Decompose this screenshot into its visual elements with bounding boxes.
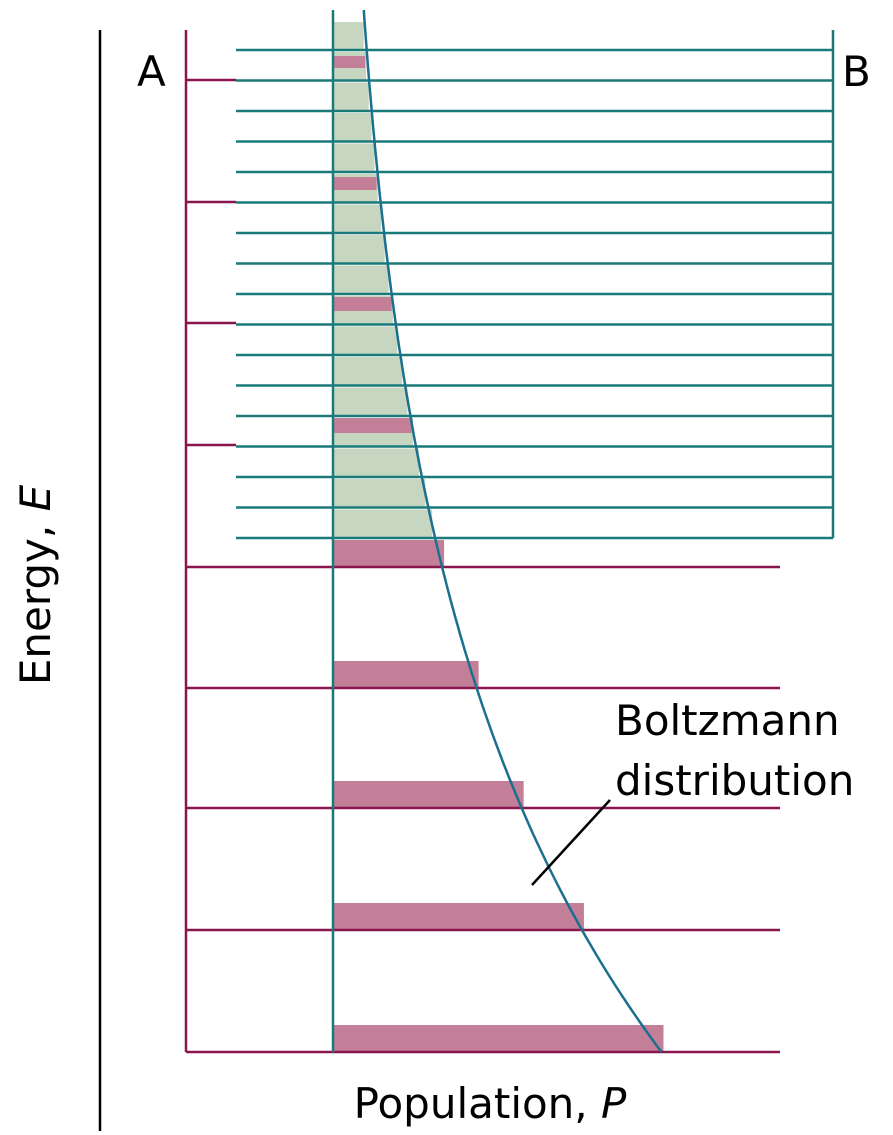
level-b-fill	[333, 357, 403, 385]
level-b-fill	[333, 113, 372, 141]
level-b-fill	[333, 204, 382, 232]
level-b-fill	[333, 22, 364, 49]
label-b: B	[842, 47, 871, 96]
shapes	[184, 9, 835, 1054]
boltzmann-curve	[362, 9, 663, 1053]
level-a-fill	[333, 661, 479, 688]
level-b-fill	[333, 509, 433, 537]
y-axis-symbol: E	[11, 484, 60, 511]
level-b-fill	[333, 448, 419, 476]
level-b-fill	[333, 326, 398, 354]
level-b-fill	[333, 235, 385, 263]
y-axis-title: Energy, E	[11, 484, 60, 685]
level-b-fill	[333, 143, 375, 171]
leader-line	[531, 799, 611, 886]
level-a-fill	[333, 781, 524, 808]
level-b-fill	[333, 387, 408, 415]
level-a-fill	[333, 56, 366, 68]
y-axis-label: Energy,	[11, 525, 60, 685]
annotation-line: Boltzmann	[615, 696, 840, 745]
annotation-line: distribution	[615, 756, 854, 805]
level-a-fill	[333, 540, 445, 567]
x-axis-label: Population,	[354, 1079, 588, 1128]
level-a-fill	[333, 418, 412, 433]
label-a: A	[137, 47, 166, 96]
x-axis-title: Population, P	[354, 1079, 627, 1128]
x-axis-symbol: P	[601, 1079, 627, 1128]
level-a-fill	[333, 177, 377, 190]
level-b-fill	[333, 82, 369, 110]
level-b-fill	[333, 265, 389, 293]
level-a-fill	[333, 1025, 664, 1052]
level-a-fill	[333, 903, 584, 930]
level-a-fill	[333, 297, 392, 311]
level-b-fill	[333, 479, 426, 507]
